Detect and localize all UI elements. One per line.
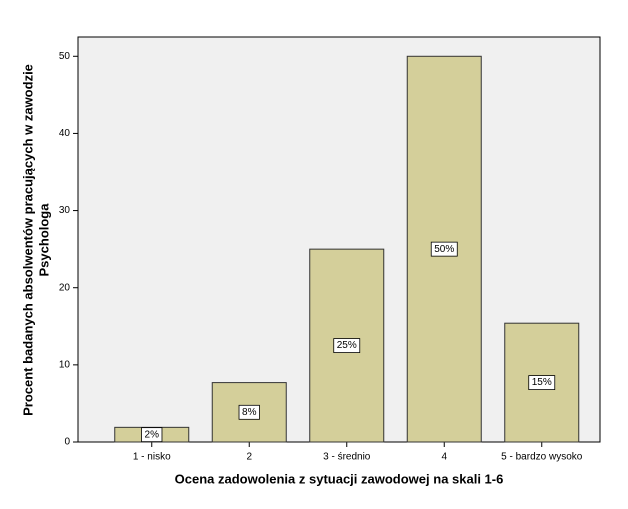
y-tick-label: 20 [59,282,71,293]
data-label-box [430,241,458,257]
data-label-box [141,427,163,443]
x-tick-label: 5 - bardzo wysoko [501,452,583,463]
y-tick-label: 30 [59,205,71,216]
y-axis-title: Procent badanych absolwentów pracujących… [20,64,35,416]
y-axis-title: Psychologa [36,203,51,277]
y-tick-label: 50 [59,51,71,62]
x-tick-label: 2 [246,452,252,463]
y-tick-label: 10 [59,359,71,370]
y-tick-label: 40 [59,128,71,139]
data-label: 8% [242,407,257,418]
x-tick-label: 1 - nisko [133,452,171,463]
data-label-box [333,338,361,353]
data-label: 25% [337,340,357,351]
data-label: 15% [532,377,552,388]
y-tick-label: 0 [64,437,70,448]
x-tick-label: 4 [441,452,447,463]
x-axis-title: Ocena zadowolenia z sytuacji zawodowej n… [175,471,504,486]
data-label: 50% [434,244,454,255]
x-tick-label: 3 - średnio [323,452,371,463]
data-label-box [528,375,556,391]
data-label: 2% [145,429,160,440]
data-label-box [238,404,260,420]
